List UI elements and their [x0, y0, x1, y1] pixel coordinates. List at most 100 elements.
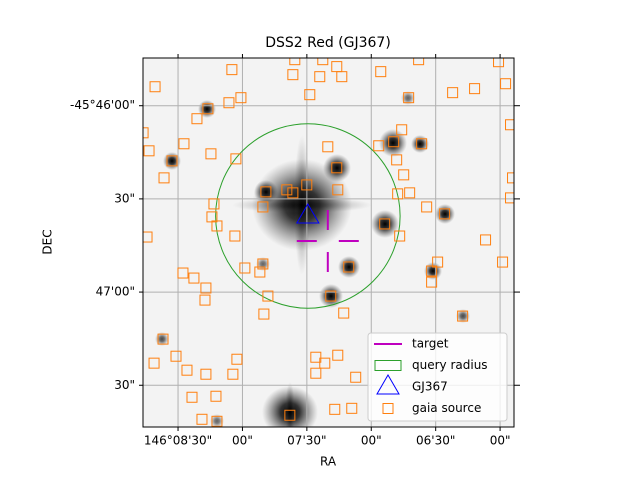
legend-handle	[374, 360, 402, 371]
gaia-source	[310, 351, 322, 363]
gaia-source	[391, 154, 403, 166]
gaia-source	[258, 308, 270, 320]
gaia-source	[210, 390, 222, 402]
gaia-source	[170, 350, 182, 362]
gaia-source	[199, 294, 211, 306]
gaia-source	[229, 230, 241, 242]
gaia-source	[262, 290, 274, 302]
legend-label: target	[412, 337, 449, 351]
gaia-source	[281, 184, 293, 196]
gaia-source	[284, 409, 296, 421]
grid	[143, 58, 514, 427]
x-tick-label: 00"	[490, 434, 511, 448]
y-tick-label: 30"	[114, 191, 135, 205]
y-tick-label: 30"	[114, 378, 135, 392]
gaia-source	[310, 367, 322, 379]
plot-frame	[142, 57, 515, 428]
gaia-source	[188, 272, 200, 284]
gaia-source	[379, 218, 391, 230]
gaia-source	[505, 119, 514, 131]
gaia-source	[206, 211, 218, 223]
gaia-source	[346, 402, 358, 414]
gaia-source	[301, 179, 313, 191]
gaia-source	[178, 138, 190, 150]
gaia-source	[186, 391, 198, 403]
gaia-source	[148, 357, 160, 369]
y-tick-label: 47'00"	[96, 285, 135, 299]
gaia-source	[260, 186, 272, 198]
gaia-source	[388, 136, 400, 148]
gaia-source	[392, 188, 404, 200]
gaia-source	[325, 290, 337, 302]
gaia-source	[211, 415, 223, 427]
gaia-source	[287, 187, 299, 199]
gaia-source	[343, 261, 355, 273]
gaia-source	[158, 172, 170, 184]
legend-label: gaia source	[412, 401, 481, 415]
query-radius	[215, 123, 401, 309]
gaia-source	[200, 282, 212, 294]
y-tick-label: -45°46'00"	[70, 98, 135, 112]
gaia-source	[373, 140, 385, 152]
gaia-source	[230, 153, 242, 165]
gaia-source	[254, 266, 266, 278]
gaia-source	[331, 162, 343, 174]
gaia-source	[143, 231, 153, 243]
x-tick-label: 06'30"	[416, 434, 455, 448]
gaia-source	[166, 155, 178, 167]
gaia-source	[426, 276, 438, 288]
y-axis-label: DEC	[41, 229, 55, 254]
legend-label: query radius	[412, 358, 488, 372]
chart-title: DSS2 Red (GJ367)	[265, 35, 391, 51]
gaia-source	[493, 58, 505, 68]
gaia-source	[181, 364, 193, 376]
gaia-source	[314, 71, 326, 83]
gaia-source	[439, 208, 451, 220]
gaia-source	[223, 97, 235, 109]
gaia-source	[332, 184, 344, 196]
gaia-source	[332, 349, 344, 361]
gaia-source	[497, 256, 509, 268]
gaia-source	[480, 234, 492, 246]
gaia-source	[505, 192, 514, 204]
x-tick-label: 07'30"	[287, 434, 326, 448]
gaia-source	[338, 307, 350, 319]
legend-handle	[382, 403, 394, 414]
gaia-source	[416, 138, 428, 150]
gaia-source	[191, 113, 203, 125]
x-axis-label: RA	[320, 455, 337, 469]
gaia-source	[432, 256, 444, 268]
gaia-source	[322, 141, 334, 153]
legend-label: GJ367	[412, 380, 448, 394]
gaia-source	[447, 87, 459, 99]
gaia-source	[396, 124, 408, 136]
gaia-source	[500, 78, 512, 90]
gaia-source	[403, 92, 415, 104]
target-star	[295, 203, 320, 224]
gaia-source	[507, 172, 514, 184]
gaia-source	[421, 201, 433, 213]
gaia-source	[202, 103, 214, 115]
x-tick-label: 146°08'30"	[144, 434, 212, 448]
gaia-source	[227, 368, 239, 380]
gaia-source	[149, 81, 161, 93]
gaia-source	[231, 353, 243, 365]
gaia-source	[304, 89, 316, 101]
gaia-source	[375, 66, 387, 78]
legend: target query radius GJ367 gaia source	[367, 332, 508, 422]
gaia-source	[205, 148, 217, 160]
x-tick-label: 00"	[232, 434, 253, 448]
legend-handle	[376, 374, 400, 395]
gaia-source	[196, 413, 208, 425]
gaia-source	[329, 403, 341, 415]
axes: 146°08'30" 00" 07'30" 00" 06'30" 00" -45°46'00…	[70, 54, 520, 448]
gaia-source	[350, 371, 362, 383]
plot-marks	[143, 58, 514, 427]
gaia-source	[317, 58, 329, 66]
gaia-source	[319, 357, 331, 369]
gaia-source	[413, 58, 425, 66]
gaia-source	[235, 92, 247, 104]
gaia-source	[394, 230, 406, 242]
gaia-source	[239, 262, 251, 274]
